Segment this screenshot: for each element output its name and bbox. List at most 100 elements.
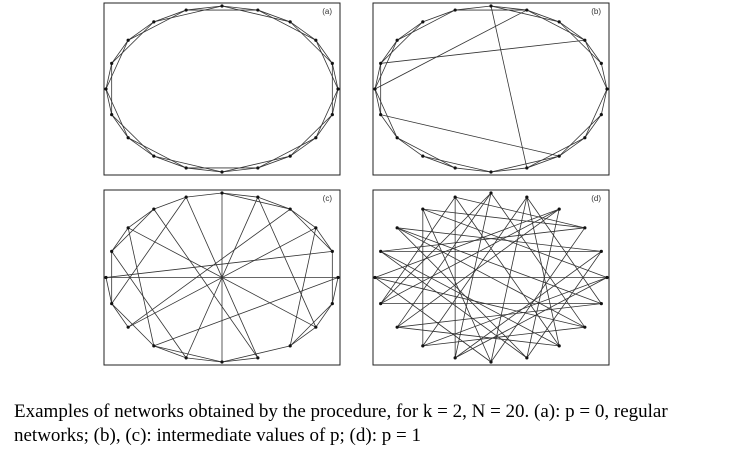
- network-node: [605, 87, 609, 91]
- network-node: [489, 191, 493, 195]
- caption-line-2: networks; (b), (c): intermediate values …: [14, 425, 421, 446]
- caption-line-1: Examples of networks obtained by the pro…: [14, 401, 668, 422]
- network-edge: [289, 21, 333, 64]
- network-node: [421, 154, 425, 158]
- network-edge: [186, 192, 223, 198]
- network-edge: [374, 88, 398, 138]
- network-edge: [396, 137, 424, 157]
- panel-a: (a): [103, 2, 341, 176]
- network-edge: [127, 21, 155, 41]
- network-edge: [396, 137, 456, 169]
- network-edge: [257, 196, 291, 210]
- network-edge: [111, 21, 155, 64]
- network-edge: [105, 88, 129, 138]
- network-node: [288, 154, 292, 158]
- network-edge: [153, 345, 187, 359]
- network-node: [184, 8, 188, 12]
- network-node: [379, 249, 383, 253]
- network-edge: [257, 137, 317, 169]
- network-edge: [455, 196, 585, 229]
- network-node: [379, 302, 383, 306]
- network-edge: [153, 5, 223, 23]
- network-edge: [490, 192, 586, 328]
- network-edge: [374, 208, 560, 278]
- network-edge: [111, 114, 155, 157]
- network-edge: [221, 357, 258, 363]
- network-edge: [526, 9, 560, 23]
- network-node: [379, 61, 383, 65]
- network-node: [330, 249, 334, 253]
- network-edge: [111, 39, 129, 64]
- network-edge: [374, 40, 398, 90]
- network-node: [126, 226, 130, 230]
- network-edge: [221, 5, 258, 11]
- network-node: [110, 61, 114, 65]
- network-node: [256, 195, 260, 199]
- network-edge: [396, 21, 424, 41]
- network-node: [421, 344, 425, 348]
- figure-caption: Examples of networks obtained by the pro…: [14, 400, 729, 448]
- network-node: [220, 170, 224, 174]
- network-edge: [374, 9, 528, 90]
- network-node: [373, 275, 377, 280]
- panel-label: (b): [591, 7, 601, 16]
- network-edge: [153, 196, 187, 210]
- network-edge: [526, 251, 602, 359]
- network-edge: [600, 88, 608, 115]
- panel-d: (d): [372, 189, 610, 366]
- panel-frame: [103, 2, 341, 176]
- network-node: [330, 61, 334, 65]
- network-edge: [289, 21, 317, 41]
- network-node: [583, 226, 587, 230]
- network-node: [489, 4, 493, 8]
- network-edge: [526, 196, 602, 304]
- network-edge: [185, 196, 259, 359]
- network-edge: [374, 63, 382, 90]
- network-edge: [397, 227, 602, 304]
- network-node: [605, 275, 609, 280]
- network-edge: [490, 167, 527, 173]
- network-node: [525, 166, 529, 170]
- network-edge: [454, 192, 492, 358]
- network-node: [330, 302, 334, 306]
- network-edge: [153, 9, 187, 23]
- network-edge: [111, 303, 129, 328]
- network-edge: [315, 39, 333, 64]
- network-node: [330, 113, 334, 117]
- network-edge: [105, 250, 333, 278]
- network-edge: [490, 5, 560, 23]
- network-edge: [153, 155, 223, 173]
- network-edge: [584, 39, 602, 64]
- network-node: [152, 344, 156, 348]
- network-node: [336, 275, 340, 280]
- network-node: [256, 356, 260, 360]
- network-node: [395, 38, 399, 42]
- network-edge: [105, 277, 113, 304]
- network-node: [314, 38, 318, 42]
- network-edge: [374, 277, 492, 363]
- network-edge: [558, 114, 602, 157]
- network-edge: [127, 137, 187, 169]
- network-edge: [490, 5, 527, 11]
- network-node: [373, 87, 377, 91]
- network-node: [256, 8, 260, 12]
- network-edge: [490, 197, 528, 363]
- network-edge: [289, 137, 317, 157]
- network-edge: [454, 277, 608, 359]
- network-node: [288, 344, 292, 348]
- network-edge: [111, 251, 187, 359]
- network-node: [110, 302, 114, 306]
- network-node: [288, 207, 292, 211]
- network-edge: [380, 208, 560, 304]
- network-node: [599, 61, 603, 65]
- network-node: [314, 226, 318, 230]
- network-node: [557, 207, 561, 211]
- network-edge: [584, 40, 608, 90]
- network-edge: [396, 227, 586, 328]
- network-edge: [315, 40, 339, 90]
- network-edge: [526, 137, 586, 169]
- network-edge: [257, 9, 317, 41]
- network-edge: [153, 277, 339, 347]
- network-edge: [396, 208, 560, 328]
- network-edge: [315, 303, 333, 328]
